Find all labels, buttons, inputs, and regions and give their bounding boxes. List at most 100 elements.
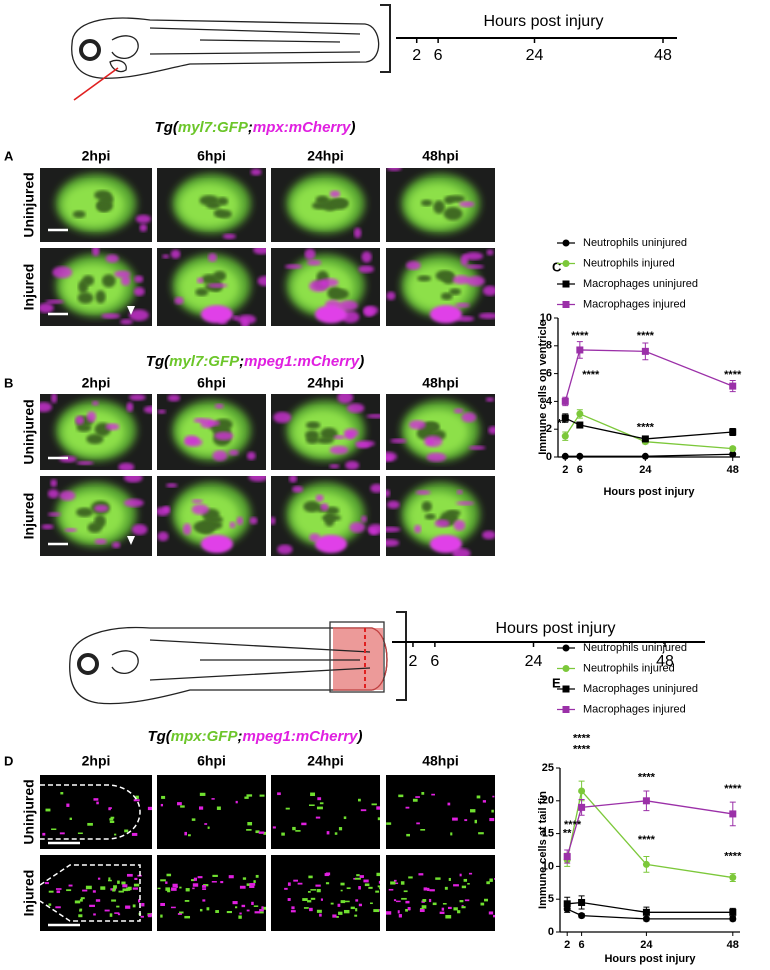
magenta-cell — [45, 299, 64, 304]
cell — [114, 833, 117, 836]
cell — [51, 828, 57, 830]
row-label: Uninjured — [21, 172, 37, 237]
micrograph — [40, 775, 152, 849]
x-tick-label: 6 — [579, 939, 585, 951]
cell — [420, 829, 426, 831]
cell — [291, 906, 295, 910]
magenta-cell — [429, 305, 462, 324]
micrograph — [40, 248, 152, 326]
cell — [107, 879, 112, 882]
panel-title: Tg(myl7:GFP;mpeg1:mCherry) — [146, 353, 364, 370]
magenta-cell — [426, 452, 447, 462]
cell — [403, 890, 408, 893]
cell — [396, 900, 401, 903]
cell — [199, 792, 206, 796]
data-point — [578, 912, 586, 920]
cell — [82, 889, 88, 892]
magenta-cell — [485, 397, 495, 402]
cell — [272, 826, 276, 829]
legend-label: Macrophages uninjured — [583, 683, 698, 695]
panel-letter: D — [4, 753, 13, 768]
cell — [238, 915, 242, 919]
x-tick-label: 2 — [564, 939, 570, 951]
title-part: ) — [357, 353, 364, 370]
magenta-cell — [105, 423, 120, 431]
cell — [254, 911, 260, 914]
cell — [447, 906, 452, 910]
cell — [285, 807, 290, 810]
micrograph — [271, 168, 380, 242]
data-point — [729, 915, 737, 923]
cell — [44, 882, 49, 885]
cell — [464, 819, 468, 822]
magenta-cell — [257, 275, 266, 287]
magenta-cell — [86, 411, 97, 423]
magenta-cell — [40, 402, 53, 413]
x-tick-label: 48 — [727, 939, 739, 951]
data-point — [729, 382, 737, 390]
magenta-cell — [486, 249, 494, 256]
dark-patch — [72, 210, 86, 219]
cell — [277, 792, 281, 796]
y-tick-label: 2 — [546, 423, 552, 435]
data-point — [642, 908, 650, 916]
cell — [308, 804, 315, 807]
micrograph — [386, 855, 495, 931]
magenta-cell — [162, 254, 170, 259]
magenta-cell — [126, 402, 134, 412]
magenta-cell — [458, 201, 475, 208]
cell — [239, 885, 246, 889]
legend-label: Neutrophils uninjured — [583, 237, 687, 249]
magenta-cell — [196, 277, 204, 284]
cell — [405, 900, 410, 904]
cell — [405, 806, 410, 809]
cell — [259, 909, 264, 912]
arrowhead — [127, 536, 135, 545]
cell — [453, 907, 458, 911]
y-tick-label: 4 — [546, 395, 553, 407]
cell — [117, 880, 120, 884]
magenta-cell — [273, 411, 292, 423]
magenta-cell — [284, 264, 303, 269]
magenta-cell — [236, 516, 244, 526]
magenta-cell — [212, 450, 228, 462]
cell — [310, 792, 316, 797]
magenta-cell — [128, 309, 149, 322]
cell — [405, 908, 408, 912]
cell — [489, 878, 493, 882]
micrograph — [386, 476, 495, 556]
cell — [215, 910, 219, 913]
dark-patch — [195, 288, 209, 297]
cell — [253, 905, 259, 907]
cell — [358, 903, 362, 907]
dark-patch — [443, 207, 463, 221]
cell — [464, 899, 470, 902]
cell — [147, 806, 152, 811]
magenta-cell — [182, 523, 192, 536]
magenta-cell — [143, 405, 152, 414]
magenta-cell — [157, 506, 170, 516]
magenta-cell — [120, 275, 131, 286]
micrograph — [386, 394, 495, 470]
cell — [74, 900, 81, 904]
data-point — [578, 803, 586, 811]
data-point — [563, 900, 571, 908]
cell — [401, 897, 407, 900]
cell — [184, 831, 187, 836]
cell — [165, 881, 168, 884]
significance-label: ** — [563, 828, 572, 840]
cell — [202, 899, 206, 902]
cell — [197, 876, 203, 879]
cell — [408, 907, 411, 911]
cell — [171, 887, 177, 891]
magenta-cell — [387, 500, 400, 509]
cell — [316, 909, 322, 913]
magenta-cell — [157, 531, 169, 542]
cell — [263, 831, 266, 835]
magenta-cell — [306, 259, 322, 266]
cell — [135, 795, 139, 799]
cell — [324, 873, 329, 877]
cell — [428, 898, 432, 903]
magenta-cell — [386, 451, 397, 462]
cell — [359, 875, 364, 878]
